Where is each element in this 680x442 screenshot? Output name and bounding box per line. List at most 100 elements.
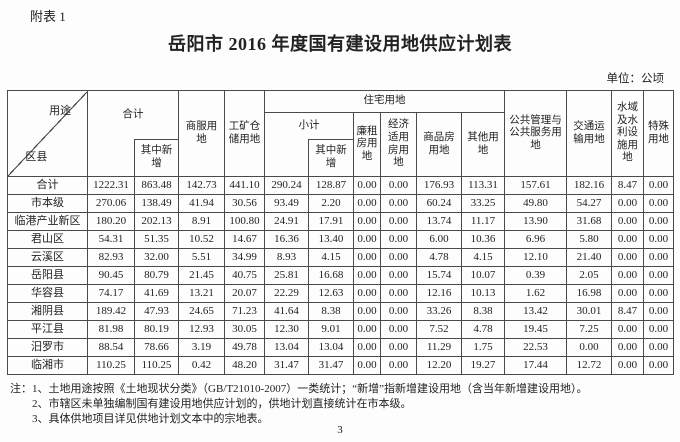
table-cell: 13.90 — [504, 212, 568, 231]
row-label: 平江县 — [7, 320, 88, 339]
table-cell: 0.00 — [643, 266, 675, 285]
table-cell: 49.78 — [224, 338, 265, 357]
row-label: 华容县 — [7, 284, 88, 303]
table-cell: 441.10 — [224, 176, 265, 195]
header-affordable: 经济适用房用地 — [380, 112, 417, 177]
table-cell: 290.24 — [264, 176, 309, 195]
table-cell: 81.98 — [87, 320, 135, 339]
table-cell: 863.48 — [134, 176, 179, 195]
table-cell: 0.00 — [611, 212, 645, 231]
table-cell: 60.24 — [416, 194, 462, 213]
table-cell: 34.99 — [224, 248, 265, 267]
table-cell: 0.00 — [611, 338, 645, 357]
table-cell: 41.64 — [264, 302, 309, 321]
table-cell: 13.21 — [178, 284, 225, 303]
row-label: 湘阴县 — [7, 302, 88, 321]
header-residential-subtotal: 小计 — [264, 112, 354, 140]
table-cell: 0.00 — [380, 284, 417, 303]
header-commodity: 商品房用地 — [416, 112, 462, 177]
header-transport: 交通运输用地 — [566, 90, 613, 177]
table-cell: 4.78 — [416, 248, 462, 267]
table-cell: 21.40 — [566, 248, 613, 267]
notes: 注：1、土地用途按照《土地现状分类》（GB/T21010-2007）一类统计；“… — [10, 382, 676, 427]
table-cell: 0.00 — [353, 302, 381, 321]
header-row-1: 用途 区县 合计 商服用地 工矿仓储用地 住宅用地 公共管理与公共服务用地 交通… — [7, 90, 675, 177]
table-cell: 31.47 — [308, 356, 354, 375]
table-cell: 19.45 — [504, 320, 568, 339]
table-cell: 8.93 — [264, 248, 309, 267]
header-total: 合计 — [87, 90, 179, 140]
table-cell: 0.00 — [353, 356, 381, 375]
table-cell: 0.00 — [353, 338, 381, 357]
table-cell: 0.00 — [643, 356, 675, 375]
table-cell: 93.49 — [264, 194, 309, 213]
table-row: 市本级 270.06 138.49 41.94 30.56 93.49 2.20 0.00 0.… — [7, 194, 675, 213]
table-cell: 0.00 — [643, 194, 675, 213]
table-cell: 0.00 — [611, 266, 645, 285]
table-cell: 1.62 — [504, 284, 568, 303]
table-cell: 128.87 — [308, 176, 354, 195]
table-cell: 0.00 — [643, 230, 675, 249]
table-cell: 32.00 — [134, 248, 179, 267]
table-cell: 0.00 — [380, 248, 417, 267]
table-cell: 0.00 — [611, 356, 645, 375]
table-cell: 0.00 — [380, 212, 417, 231]
table-cell: 8.47 — [611, 176, 645, 195]
table-cell: 7.52 — [416, 320, 462, 339]
header-residential-group: 住宅用地 — [263, 90, 506, 113]
header-low-rent: 廉租房用地 — [353, 112, 381, 177]
table-cell: 0.00 — [643, 302, 675, 321]
header-row-2: 小计 廉租房用地 经济适用房用地 商品房用地 其他用地 — [8, 112, 674, 177]
table-cell: 0.00 — [643, 248, 675, 267]
table-cell: 5.80 — [566, 230, 613, 249]
table-cell: 3.19 — [178, 338, 225, 357]
row-label: 岳阳县 — [7, 266, 88, 285]
table-row: 湘阴县 189.42 47.93 24.65 71.23 41.64 8.38 0.00 0.0… — [7, 302, 675, 321]
table-cell: 0.00 — [353, 320, 381, 339]
table-cell: 110.25 — [87, 356, 135, 375]
table-row: 临湘市 110.25 110.25 0.42 48.20 31.47 31.47 0.00 0.… — [7, 356, 675, 375]
table-cell: 0.00 — [353, 284, 381, 303]
table-cell: 10.52 — [178, 230, 225, 249]
table-cell: 33.26 — [416, 302, 462, 321]
header-water: 水域及水利设施用地 — [611, 90, 645, 177]
table-cell: 0.00 — [611, 284, 645, 303]
table-cell: 0.00 — [380, 176, 417, 195]
annex-label: 附表 1 — [30, 9, 66, 24]
table-cell: 11.17 — [460, 212, 506, 231]
table-cell: 0.00 — [380, 356, 417, 375]
table-cell: 113.31 — [460, 176, 506, 195]
table-cell: 21.45 — [178, 266, 225, 285]
table-cell: 14.67 — [224, 230, 265, 249]
table-cell: 138.49 — [134, 194, 179, 213]
table-cell: 0.00 — [353, 248, 381, 267]
header-public-service: 公共管理与公共服务用地 — [504, 90, 568, 177]
table-cell: 0.00 — [353, 266, 381, 285]
table-cell: 12.63 — [308, 284, 354, 303]
table-cell: 0.39 — [504, 266, 568, 285]
table-cell: 19.27 — [460, 356, 506, 375]
table-cell: 16.98 — [566, 284, 613, 303]
header-special: 特殊用地 — [643, 90, 675, 177]
corner-label-purpose: 用途 — [49, 104, 72, 117]
table-cell: 16.68 — [308, 266, 354, 285]
table-row: 汨罗市 88.54 78.66 3.19 49.78 13.04 13.04 0.00 0.00… — [7, 338, 675, 357]
table-cell: 51.35 — [134, 230, 179, 249]
table-cell: 11.29 — [416, 338, 462, 357]
table-cell: 4.15 — [460, 248, 506, 267]
table-cell: 47.93 — [134, 302, 179, 321]
table-row: 岳阳县 90.45 80.79 21.45 40.75 25.81 16.68 0.00 0.0… — [7, 266, 675, 285]
supply-plan-table: 用途 区县 合计 商服用地 工矿仓储用地 住宅用地 公共管理与公共服务用地 交通… — [7, 90, 675, 375]
header-industrial: 工矿仓储用地 — [224, 90, 265, 177]
table-cell: 17.91 — [308, 212, 354, 231]
table-cell: 8.38 — [308, 302, 354, 321]
table-cell: 16.36 — [264, 230, 309, 249]
table-cell: 6.96 — [504, 230, 568, 249]
row-label: 君山区 — [7, 230, 88, 249]
diagonal-divider: 用途 区县 — [8, 91, 87, 176]
table-cell: 30.56 — [224, 194, 265, 213]
row-label: 云溪区 — [7, 248, 88, 267]
table-cell: 12.10 — [504, 248, 568, 267]
table-cell: 30.01 — [566, 302, 613, 321]
table-header: 用途 区县 合计 商服用地 工矿仓储用地 住宅用地 公共管理与公共服务用地 交通… — [7, 90, 675, 177]
